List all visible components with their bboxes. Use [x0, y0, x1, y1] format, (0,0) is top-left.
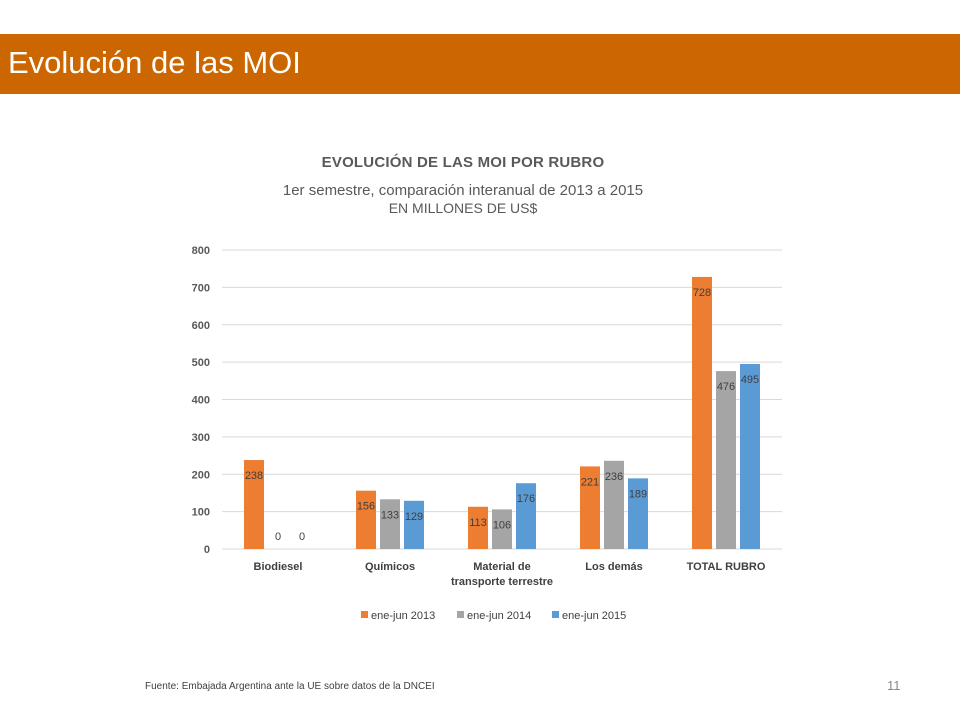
data-label: 238: [245, 470, 263, 482]
y-tick-label: 600: [192, 320, 210, 332]
y-tick-label: 100: [192, 507, 210, 519]
chart-unit-label: EN MILLONES DE US$: [388, 200, 538, 216]
bar: [244, 460, 264, 549]
x-category-label: Material de: [473, 561, 530, 573]
x-category-label: transporte terrestre: [451, 576, 553, 588]
data-label: 728: [693, 287, 711, 299]
legend-swatch: [361, 611, 368, 618]
y-tick-label: 0: [204, 544, 210, 556]
legend-swatch: [457, 611, 464, 618]
bar: [580, 466, 600, 549]
legend-label: ene-jun 2013: [371, 610, 435, 622]
bar: [628, 478, 648, 549]
data-label: 106: [493, 519, 511, 531]
y-tick-label: 300: [192, 432, 210, 444]
y-tick-label: 200: [192, 469, 210, 481]
legend-swatch: [552, 611, 559, 618]
y-tick-label: 400: [192, 395, 210, 407]
y-tick-label: 700: [192, 282, 210, 294]
x-category-label: TOTAL RUBRO: [687, 561, 766, 573]
bar: [380, 499, 400, 549]
data-label: 133: [381, 509, 399, 521]
x-category-label: Los demás: [585, 561, 642, 573]
y-tick-label: 500: [192, 357, 210, 369]
data-label: 221: [581, 476, 599, 488]
data-label: 113: [469, 517, 487, 529]
data-label: 176: [517, 493, 535, 505]
data-label: 495: [741, 374, 759, 386]
bar: [716, 371, 736, 549]
data-label: 0: [275, 531, 281, 543]
chart-title: EVOLUCIÓN DE LAS MOI POR RUBRO: [321, 154, 605, 171]
x-category-label: Químicos: [365, 561, 415, 573]
footer-source: Fuente: Embajada Argentina ante la UE so…: [145, 681, 435, 692]
bar: [404, 500, 424, 549]
bar: [356, 490, 376, 549]
chart-subtitle: 1er semestre, comparación interanual de …: [282, 182, 644, 199]
data-label: 476: [717, 381, 735, 393]
bar: [692, 276, 712, 549]
page-number: 11: [887, 678, 901, 693]
x-category-label: Biodiesel: [254, 561, 303, 573]
bar: [740, 363, 760, 549]
bar: [492, 509, 512, 549]
y-tick-label: 800: [192, 245, 210, 257]
bar: [604, 460, 624, 549]
data-label: 189: [629, 488, 647, 500]
bar: [468, 506, 488, 549]
slide-title: Evolución de las MOI: [8, 45, 301, 80]
data-label: 129: [405, 511, 423, 523]
legend-label: ene-jun 2015: [562, 610, 626, 622]
bar: [516, 483, 536, 549]
legend-label: ene-jun 2014: [467, 610, 531, 622]
data-label: 236: [605, 471, 623, 483]
data-label: 156: [357, 501, 375, 513]
title-bar: Evolución de las MOI: [0, 34, 960, 94]
data-label: 0: [299, 531, 305, 543]
